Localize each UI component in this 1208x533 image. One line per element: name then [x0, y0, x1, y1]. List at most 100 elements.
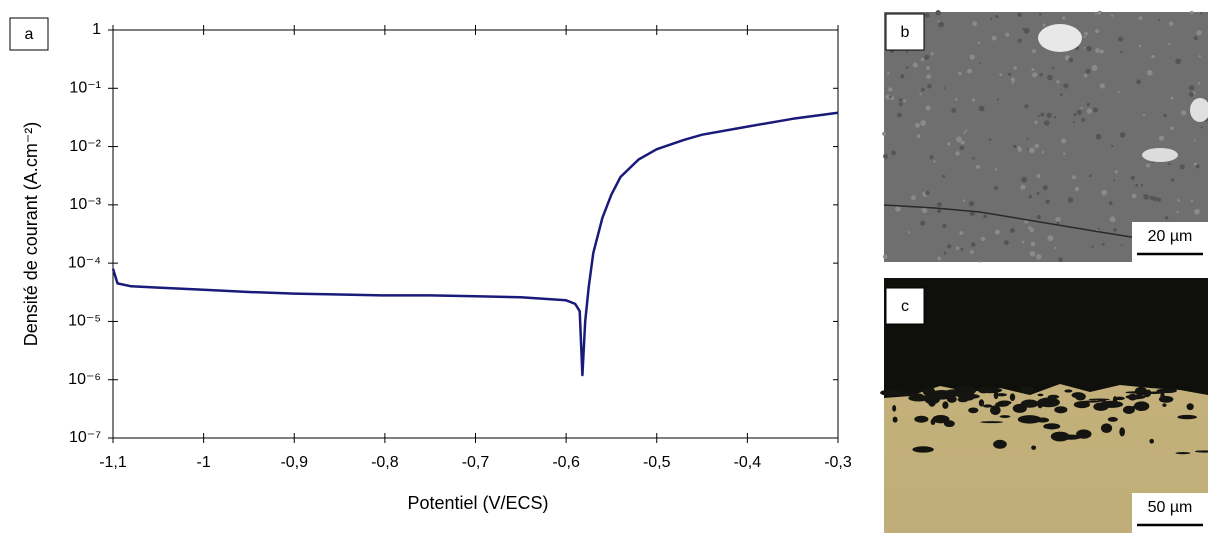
speck [1072, 175, 1076, 180]
speck [925, 190, 930, 196]
speck [1053, 246, 1057, 249]
speck [1034, 120, 1038, 124]
speck [1113, 179, 1116, 182]
blob [1158, 395, 1174, 403]
speck [938, 21, 944, 28]
speck [1188, 91, 1194, 97]
panel-label-box [885, 287, 925, 325]
blob [931, 392, 941, 396]
speck [926, 66, 930, 70]
speck [983, 214, 988, 219]
speck [989, 138, 992, 141]
speck [1094, 12, 1098, 15]
speck [1190, 10, 1194, 15]
speck [1026, 137, 1029, 140]
blob [1036, 417, 1050, 423]
panel-label: b [901, 24, 910, 41]
blob [1059, 434, 1082, 440]
micrograph-c: c 50 µm [880, 278, 1208, 533]
blob [1073, 401, 1091, 409]
speck [1013, 144, 1017, 149]
speck [1056, 221, 1060, 225]
speck [1067, 197, 1074, 203]
speck [1188, 85, 1195, 91]
speck [1179, 164, 1185, 170]
speck [1062, 16, 1066, 20]
blob [1107, 417, 1118, 422]
speck [1024, 104, 1029, 109]
crack [883, 204, 1151, 241]
speck [989, 17, 993, 20]
speck [1111, 144, 1114, 148]
blob [1071, 392, 1085, 399]
speck [1080, 106, 1083, 110]
speck [1023, 27, 1030, 34]
speck [882, 131, 886, 136]
texture [882, 10, 1208, 263]
speck [1032, 72, 1038, 78]
speck [1047, 235, 1054, 242]
speck [1084, 31, 1088, 36]
blob [932, 415, 950, 424]
speck [935, 10, 941, 16]
speck [1193, 139, 1196, 142]
speck [888, 87, 893, 92]
y-tick-label: 10⁻² [69, 138, 101, 155]
speck [1114, 170, 1118, 174]
speck [995, 15, 999, 19]
speck [1097, 10, 1102, 15]
blob [1186, 403, 1194, 411]
speck [1170, 178, 1175, 182]
speck [1055, 216, 1061, 223]
speck [1152, 196, 1157, 202]
speck [969, 54, 975, 60]
speck [1120, 243, 1123, 246]
speck [920, 120, 927, 126]
speck [1039, 72, 1043, 77]
speck [1200, 126, 1203, 129]
speck [954, 98, 958, 101]
speck [1142, 113, 1146, 117]
scale-bar-box [1132, 493, 1208, 533]
blob [999, 415, 1011, 418]
speck [1036, 191, 1040, 195]
speck [897, 112, 902, 118]
speck [1045, 199, 1050, 204]
speck [920, 220, 926, 226]
speck [927, 83, 932, 89]
speck [1138, 16, 1143, 21]
speck [1163, 113, 1167, 118]
blob [914, 415, 929, 423]
speck [1101, 242, 1105, 246]
x-tick-label: -0,9 [280, 454, 308, 471]
speck [1180, 110, 1187, 116]
blob [1128, 393, 1138, 401]
speck [1038, 12, 1042, 16]
speck [1056, 80, 1060, 84]
blob [956, 385, 977, 396]
speck [925, 105, 931, 111]
speck [1072, 121, 1075, 124]
particle [1038, 24, 1082, 52]
speck [1036, 253, 1042, 260]
speck [978, 105, 985, 112]
speck [994, 229, 1000, 235]
speck [967, 68, 973, 74]
speck [968, 200, 975, 207]
speck [1158, 18, 1161, 21]
blob [1020, 385, 1034, 395]
scale-bar-box [1132, 222, 1208, 262]
speck [1200, 12, 1203, 15]
speck [1198, 55, 1202, 58]
blob [908, 394, 930, 402]
blob [1097, 399, 1106, 402]
panel-label-box [885, 13, 925, 51]
blob [993, 391, 999, 400]
speck [1046, 112, 1052, 118]
speck [994, 168, 997, 171]
blob [996, 393, 1008, 397]
speck [1088, 174, 1092, 178]
blob [1043, 423, 1061, 430]
speck [1005, 32, 1010, 37]
